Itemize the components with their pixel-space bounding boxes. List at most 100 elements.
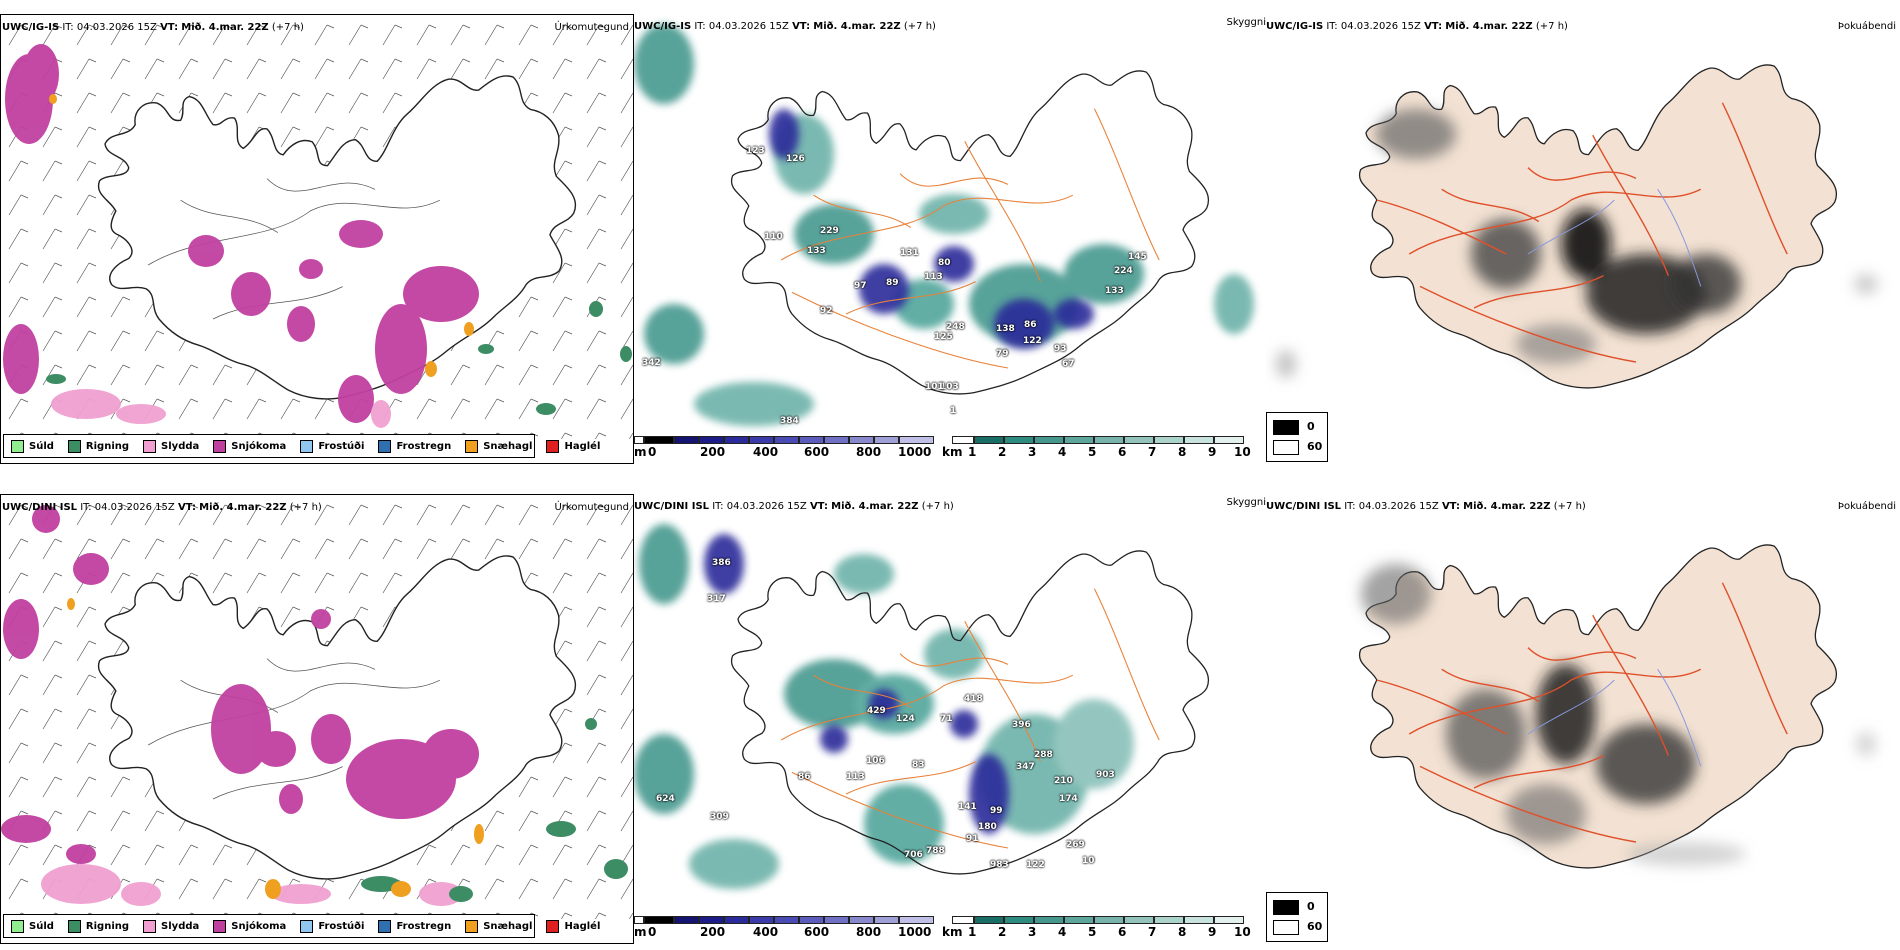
vt-label: VT: [160,22,179,33]
legend-item: Snæhagl [465,919,532,933]
precip-type-map-2 [1,499,633,919]
tick-label: 10 [1234,445,1251,459]
tick-label: 1000 [898,445,932,459]
cloud-label: 141 [958,802,977,812]
it-label: IT: [694,21,706,32]
cloud-label: 67 [1062,359,1075,369]
precip-type-map-1 [1,19,633,439]
precip-type-panel-1: UWC/IG-IS IT: 04.03.2026 15Z VT: Mið. 4.… [0,14,634,464]
it-value: 04.03.2026 15Z [708,21,789,32]
it-label: IT: [1326,21,1338,32]
model-name: UWC/IG-IS [634,21,692,32]
model-name: UWC/DINI ISL [1266,501,1342,512]
cloud-label: 113 [924,272,943,282]
cloud-label: 317 [707,594,726,604]
cloud-label: 123 [746,146,765,156]
legend-item: Frostregn [378,439,451,453]
cloud-map-1 [634,24,1254,426]
tick-label: 0 [648,925,657,939]
it-label: IT: [712,501,724,512]
cloud-label: 99 [990,806,1003,816]
legend-item: Snæhagl [465,439,532,453]
cloud-label: 384 [780,416,799,426]
tick-label: 10 [1234,925,1251,939]
fog-legend-2: 0 60 [1266,892,1328,942]
it-value: 04.03.2026 15Z [94,502,175,513]
panel-title-cloud: Skyggni [1226,497,1266,508]
tick-label: 800 [856,445,882,459]
tick-label: 5 [1088,925,1097,939]
vt-label: VT: [1424,21,1443,32]
vt-label: VT: [177,502,196,513]
fog-panel-2: UWC/DINI ISL IT: 04.03.2026 15Z VT: Mið.… [1266,494,1900,950]
vt-label: VT: [809,501,828,512]
it-value: 04.03.2026 15Z [1358,501,1439,512]
cloud-label: 788 [926,846,945,856]
cloud-label: 224 [1114,266,1133,276]
tick-label: 9 [1208,445,1217,459]
vt-value: Mið. 4.mar. 22Z [1463,501,1551,512]
legend-item: Súld [11,439,54,453]
tick-label: 6 [1118,925,1127,939]
fog-map-2 [1358,544,1876,869]
tick-label: 200 [700,925,726,939]
panel-title-fog: Þokuábendi [1837,21,1896,32]
cloud-label: 983 [990,860,1009,870]
tick-label: 600 [804,445,830,459]
lead-time: (+7 h) [271,22,304,33]
cloud-label: 269 [1066,840,1085,850]
panel-title-precip-type: Úrkomutegund [554,22,629,33]
tick-label: 400 [753,925,779,939]
tick-label: 2 [998,445,1007,459]
panel-title-cloud: Skyggni [1226,17,1266,28]
tick-label: 800 [856,925,882,939]
tick-label: 5 [1088,445,1097,459]
legend-item: Haglél [546,919,600,933]
cloud-label: 83 [912,760,925,770]
it-label: IT: [1344,501,1356,512]
cloud-label: 91 [966,834,979,844]
legend-item: Súld [11,919,54,933]
cloud-label: 106 [866,756,885,766]
cloud-label: 180 [978,822,997,832]
it-label: IT: [80,502,92,513]
tick-label: 600 [804,925,830,939]
legend-item: Frostregn [378,919,451,933]
vt-label: VT: [792,21,811,32]
tick-label: 7 [1148,445,1157,459]
cloud-label: 133 [1105,286,1124,296]
legend-item: Snjókoma [213,439,286,453]
tick-label: 8 [1178,445,1187,459]
lead-time: (+7 h) [921,501,954,512]
cloud-label: 93 [1054,344,1067,354]
cloud-label: 138 [996,324,1015,334]
tick-label: 0 [648,445,657,459]
cloud-label: 101 [925,382,944,392]
model-name: UWC/DINI ISL [634,501,710,512]
cloud-label: 113 [846,772,865,782]
cloud-label: 1 [950,406,957,416]
tick-label: 6 [1118,445,1127,459]
cloud-label: 624 [656,794,675,804]
cloud-label: 309 [710,812,729,822]
vt-value: Mið. 4.mar. 22Z [831,501,919,512]
cloud-label: 229 [820,226,839,236]
tick-label: 3 [1028,445,1037,459]
cloud-label: 706 [904,850,923,860]
visibility-colorbar-2: km 1 2 3 4 5 6 7 8 9 10 [942,916,1262,942]
it-value: 04.03.2026 15Z [76,22,157,33]
cloud-label: 126 [786,154,805,164]
visibility-colorbar-1: km 1 2 3 4 5 6 7 8 9 10 [942,436,1262,462]
tick-label: 3 [1028,925,1037,939]
tick-label: 4 [1058,445,1067,459]
panel-title-fog: Þokuábendi [1837,501,1896,512]
cloud-label: 342 [642,358,661,368]
legend-item: Slydda [143,919,199,933]
model-name: UWC/DINI ISL [2,502,78,513]
cloud-label: 80 [938,258,951,268]
lead-time: (+7 h) [289,502,322,513]
model-name: UWC/IG-IS [1266,21,1324,32]
tick-label: 1 [968,925,977,939]
cloud-label: 122 [1026,860,1045,870]
ceiling-unit: m [634,445,647,459]
